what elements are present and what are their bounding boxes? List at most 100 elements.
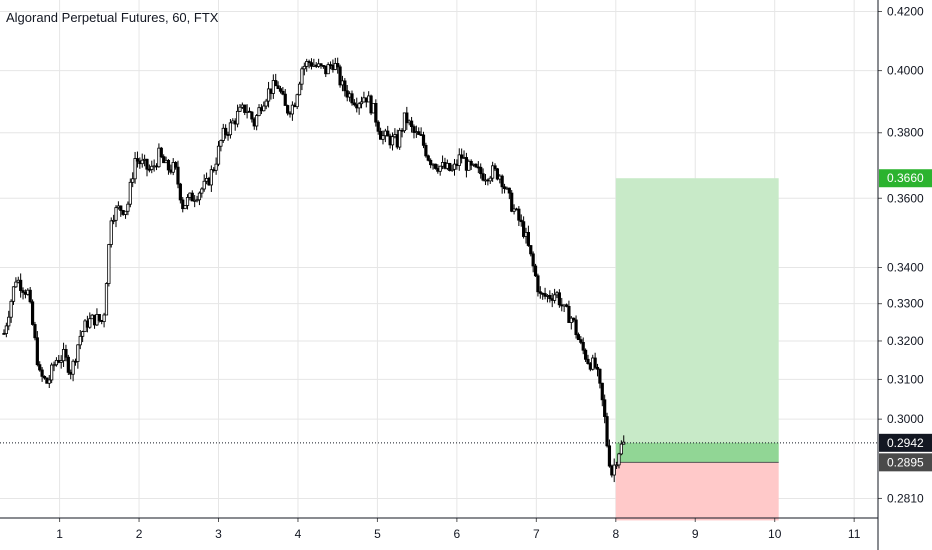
- candle-body: [283, 93, 287, 106]
- candle-body: [438, 165, 442, 172]
- candle-body: [278, 88, 283, 92]
- candle-body: [297, 83, 302, 96]
- candle-body: [429, 159, 433, 166]
- candle-body: [469, 160, 473, 166]
- candle-body: [76, 344, 80, 362]
- x-tick-label: 8: [612, 527, 619, 541]
- candle-body: [133, 158, 137, 180]
- candle-body: [216, 145, 221, 165]
- candle-body: [119, 205, 123, 211]
- candle-body: [135, 158, 140, 162]
- candle-body: [612, 464, 616, 476]
- candle-body: [200, 188, 204, 194]
- candle-body: [374, 103, 378, 123]
- candle-body: [33, 324, 37, 339]
- candle-body: [467, 160, 471, 171]
- candle-body: [140, 159, 144, 165]
- candle-body: [519, 219, 523, 223]
- candle-body: [586, 358, 590, 364]
- candle-body: [336, 63, 340, 68]
- candle-body: [209, 169, 213, 186]
- candle-body: [176, 166, 180, 185]
- y-tick-label: 0.2810: [887, 491, 924, 505]
- candle-body: [224, 127, 228, 135]
- candle-body: [491, 165, 495, 179]
- candle-body: [533, 265, 538, 277]
- candle-body: [11, 286, 16, 302]
- candle-body: [493, 165, 497, 170]
- candle-body: [30, 301, 35, 325]
- candle-body: [162, 156, 166, 164]
- candle-body: [290, 104, 295, 115]
- candle-body: [583, 349, 588, 360]
- candle-body: [548, 294, 552, 300]
- candle-body: [173, 162, 178, 168]
- candle-body: [190, 192, 194, 202]
- candle-body: [450, 168, 454, 171]
- candle-body: [510, 192, 514, 212]
- candle-body: [286, 105, 290, 114]
- candle-body: [417, 131, 421, 135]
- candle-body: [47, 379, 51, 384]
- candle-body: [109, 220, 113, 245]
- candle-body: [145, 158, 149, 170]
- candle-body: [197, 192, 202, 201]
- entry-price-badge: [879, 453, 932, 472]
- candle-body: [448, 162, 452, 171]
- y-tick-label: 0.3200: [887, 334, 924, 348]
- y-tick-label: 0.3800: [887, 126, 924, 140]
- candle-body: [309, 62, 314, 67]
- candle-body: [28, 289, 32, 303]
- candle-body: [185, 197, 190, 206]
- candle-body: [617, 453, 621, 466]
- candle-body: [424, 144, 428, 157]
- candle-body: [300, 68, 304, 85]
- candle-body: [81, 331, 85, 337]
- candle-body: [579, 339, 583, 343]
- current-price-badge: [879, 433, 932, 452]
- candle-body: [338, 66, 342, 86]
- stop-zone: [615, 462, 779, 521]
- candle-body: [572, 317, 576, 321]
- candle-body: [243, 104, 247, 113]
- candle-body: [376, 121, 380, 132]
- candle-body: [14, 281, 18, 288]
- candle-body: [107, 244, 111, 284]
- candle-body: [457, 154, 461, 166]
- candle-body: [421, 134, 426, 146]
- candle-body: [474, 163, 478, 168]
- candle-body: [59, 360, 63, 363]
- candle-body: [123, 210, 128, 215]
- candle-body: [426, 155, 430, 161]
- candle-body: [78, 335, 82, 346]
- candle-body: [255, 115, 259, 127]
- candle-body: [66, 356, 70, 373]
- candle-body: [614, 464, 619, 467]
- candle-body: [71, 360, 75, 375]
- candle-body: [114, 207, 118, 221]
- candle-body: [38, 364, 42, 371]
- target-price-badge-label: 0.3660: [887, 171, 924, 185]
- candle-body: [274, 80, 278, 87]
- candle-body: [607, 445, 612, 467]
- candle-body: [460, 154, 464, 159]
- x-tick-label: 3: [215, 527, 222, 541]
- x-tick-label: 10: [768, 527, 782, 541]
- y-tick-label: 0.3100: [887, 372, 924, 386]
- candlestick-series: [2, 57, 626, 483]
- candle-body: [557, 292, 561, 306]
- candle-body: [381, 135, 385, 140]
- candle-body: [97, 314, 101, 321]
- candle-body: [214, 163, 218, 171]
- candle-body: [235, 110, 240, 125]
- candle-body: [603, 399, 607, 417]
- candle-body: [502, 186, 507, 190]
- pnl-zone: [615, 442, 779, 463]
- candle-body: [574, 319, 578, 335]
- candle-body: [495, 168, 500, 180]
- candle-body: [157, 147, 161, 168]
- candle-body: [488, 177, 492, 182]
- candle-body: [64, 349, 68, 358]
- candle-body: [128, 181, 132, 205]
